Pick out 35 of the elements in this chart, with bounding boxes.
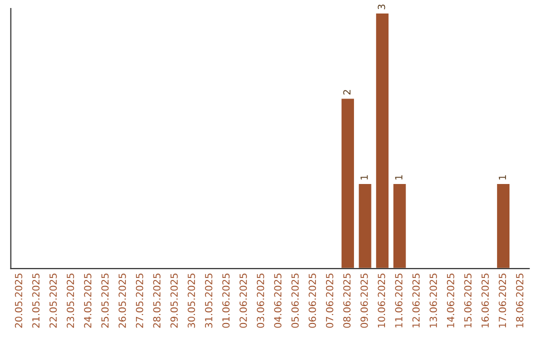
x-tick-label: 18.06.2025 (516, 274, 524, 328)
x-tick-label: 05.06.2025 (291, 274, 299, 328)
x-tick-label: 20.05.2025 (14, 274, 22, 328)
x-tick-label: 27.05.2025 (136, 274, 144, 328)
x-tick-label: 26.05.2025 (118, 274, 126, 328)
x-tick-label: 11.06.2025 (395, 274, 402, 328)
x-tick-label: 25.05.2025 (101, 274, 109, 328)
data-label: 1 (395, 175, 402, 180)
x-tick-label: 14.06.2025 (446, 274, 454, 328)
x-tick-label: 17.06.2025 (498, 274, 506, 328)
x-tick-label: 24.05.2025 (84, 274, 92, 328)
x-tick-label: 10.06.2025 (378, 274, 386, 328)
x-tick-label: 04.06.2025 (274, 274, 282, 328)
data-label: 2 (343, 90, 350, 95)
x-tick-label: 22.05.2025 (49, 274, 57, 328)
x-tick-label: 28.05.2025 (153, 274, 160, 328)
x-tick-label: 31.05.2025 (204, 274, 212, 328)
x-tick-label: 30.05.2025 (188, 274, 196, 328)
x-tick-label: 09.06.2025 (360, 274, 368, 328)
data-label: 3 (378, 4, 386, 10)
x-tick-label: 23.05.2025 (66, 274, 74, 328)
x-tick-label: 12.06.2025 (412, 274, 420, 328)
x-tick-label: 21.05.2025 (32, 274, 40, 328)
x-tick-label: 01.06.2025 (222, 274, 230, 328)
x-tick-label: 13.06.2025 (430, 274, 437, 328)
x-tick-label: 29.05.2025 (170, 274, 178, 328)
x-tick-label: 03.06.2025 (256, 274, 264, 328)
x-tick-label: 07.06.2025 (326, 274, 334, 328)
x-tick-label: 06.06.2025 (308, 274, 316, 328)
x-tick-label: 16.06.2025 (481, 274, 489, 328)
data-label: 1 (498, 175, 506, 180)
data-label: 1 (360, 175, 368, 180)
x-tick-label: 15.06.2025 (464, 274, 472, 328)
x-tick-label: 08.06.2025 (343, 274, 351, 328)
x-tick-label: 02.06.2025 (240, 274, 247, 328)
